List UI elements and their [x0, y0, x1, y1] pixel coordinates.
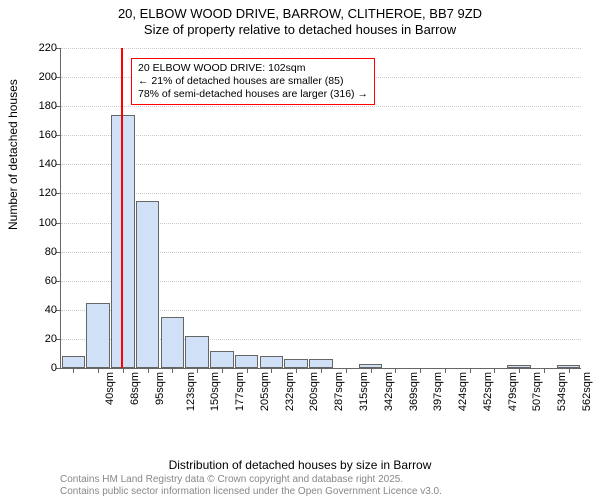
annotation-line3: 78% of semi-detached houses are larger (… — [138, 88, 368, 101]
x-tick-label: 424sqm — [457, 372, 469, 411]
histogram-bar — [235, 355, 259, 368]
x-tick — [445, 368, 446, 373]
y-tick-label: 20 — [27, 333, 57, 345]
chart-subtitle: Size of property relative to detached ho… — [0, 22, 600, 38]
y-tick-label: 0 — [27, 362, 57, 374]
x-tick — [395, 368, 396, 373]
x-tick-label: 150sqm — [210, 372, 222, 411]
x-tick — [569, 368, 570, 373]
histogram-bar — [210, 351, 234, 368]
histogram-bar — [62, 356, 86, 368]
x-tick — [519, 368, 520, 373]
x-tick — [321, 368, 322, 373]
x-tick-label: 287sqm — [333, 372, 345, 411]
x-axis-label: Distribution of detached houses by size … — [0, 458, 600, 472]
x-tick-label: 369sqm — [408, 372, 420, 411]
histogram-bar — [284, 359, 308, 368]
y-tick-label: 40 — [27, 304, 57, 316]
x-tick — [420, 368, 421, 373]
x-tick-label: 562sqm — [581, 372, 593, 411]
histogram-bar — [86, 303, 110, 368]
y-tick-label: 160 — [27, 129, 57, 141]
x-tick-label: 452sqm — [482, 372, 494, 411]
x-tick — [73, 368, 74, 373]
y-tick-label: 140 — [27, 158, 57, 170]
x-tick-label: 123sqm — [185, 372, 197, 411]
annotation-line2: ← 21% of detached houses are smaller (85… — [138, 75, 368, 88]
chart-title: 20, ELBOW WOOD DRIVE, BARROW, CLITHEROE,… — [0, 6, 600, 22]
gridline — [61, 164, 581, 165]
histogram-bar — [309, 359, 333, 368]
y-tick-label: 180 — [27, 100, 57, 112]
footer-attribution: Contains HM Land Registry data © Crown c… — [60, 474, 442, 498]
x-tick — [346, 368, 347, 373]
chart-area: 02040608010012014016018020022040sqm68sqm… — [60, 48, 580, 418]
annotation-box: 20 ELBOW WOOD DRIVE: 102sqm ← 21% of det… — [131, 58, 375, 105]
x-tick — [148, 368, 149, 373]
gridline — [61, 193, 581, 194]
x-tick — [494, 368, 495, 373]
histogram-bar — [185, 336, 209, 368]
property-marker-line — [121, 48, 123, 368]
y-axis-label: Number of detached houses — [6, 79, 20, 230]
footer-line1: Contains HM Land Registry data © Crown c… — [60, 474, 442, 486]
histogram-bar — [260, 356, 284, 368]
x-tick-label: 177sqm — [234, 372, 246, 411]
y-tick-label: 80 — [27, 246, 57, 258]
y-tick-label: 100 — [27, 217, 57, 229]
y-tick-label: 120 — [27, 187, 57, 199]
x-tick-label: 315sqm — [358, 372, 370, 411]
x-tick — [271, 368, 272, 373]
x-tick-label: 95sqm — [154, 372, 166, 405]
x-tick — [172, 368, 173, 373]
x-tick-label: 507sqm — [531, 372, 543, 411]
x-tick — [98, 368, 99, 373]
chart-title-block: 20, ELBOW WOOD DRIVE, BARROW, CLITHEROE,… — [0, 0, 600, 39]
x-tick-label: 205sqm — [259, 372, 271, 411]
x-tick-label: 260sqm — [309, 372, 321, 411]
y-tick-label: 60 — [27, 275, 57, 287]
x-tick — [544, 368, 545, 373]
y-tick-label: 200 — [27, 71, 57, 83]
x-tick-label: 232sqm — [284, 372, 296, 411]
gridline — [61, 135, 581, 136]
histogram-bar — [161, 317, 185, 368]
x-tick — [247, 368, 248, 373]
x-tick-label: 342sqm — [383, 372, 395, 411]
x-tick — [123, 368, 124, 373]
x-tick-label: 479sqm — [507, 372, 519, 411]
x-tick-label: 397sqm — [432, 372, 444, 411]
histogram-bar — [136, 201, 160, 368]
x-tick — [371, 368, 372, 373]
x-tick — [470, 368, 471, 373]
x-tick-label: 534sqm — [556, 372, 568, 411]
gridline — [61, 48, 581, 49]
gridline — [61, 106, 581, 107]
x-tick-label: 68sqm — [129, 372, 141, 405]
footer-line2: Contains public sector information licen… — [60, 486, 442, 498]
y-tick-label: 220 — [27, 42, 57, 54]
x-tick-label: 40sqm — [104, 372, 116, 405]
annotation-line1: 20 ELBOW WOOD DRIVE: 102sqm — [138, 62, 368, 75]
histogram-bar — [111, 115, 135, 368]
plot-region: 02040608010012014016018020022040sqm68sqm… — [60, 48, 581, 369]
x-tick — [222, 368, 223, 373]
x-tick — [296, 368, 297, 373]
x-tick — [197, 368, 198, 373]
